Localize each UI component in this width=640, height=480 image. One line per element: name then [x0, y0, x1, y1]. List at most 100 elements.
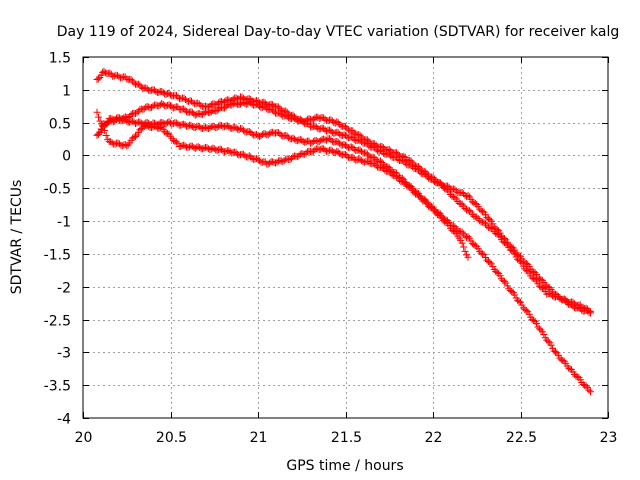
data-point [305, 115, 313, 123]
data-point [293, 137, 301, 145]
data-point [371, 140, 379, 148]
y-tick-label: -0.5 [44, 182, 71, 198]
x-tick-label: 22.5 [506, 430, 537, 446]
data-point [414, 163, 422, 171]
data-point [276, 109, 284, 117]
y-tick-label: -4 [57, 412, 71, 428]
data-point [573, 301, 581, 309]
data-point [302, 138, 310, 146]
data-point [336, 150, 344, 158]
data-point [155, 120, 163, 128]
data-point [458, 228, 466, 236]
data-point [579, 381, 587, 389]
data-point [244, 100, 252, 108]
data-point [150, 119, 158, 127]
data-point [269, 106, 277, 114]
data-point [468, 239, 476, 247]
data-point [518, 259, 526, 267]
x-axis-label: GPS time / hours [286, 458, 403, 474]
data-point [129, 134, 137, 142]
data-point [502, 239, 510, 247]
data-point [106, 69, 114, 77]
data-point [464, 233, 472, 241]
data-point [530, 316, 538, 324]
data-point [429, 173, 437, 181]
data-point [199, 145, 207, 153]
data-point [451, 185, 459, 193]
x-tick-label: 21.5 [331, 430, 362, 446]
y-tick-label: -2.5 [44, 314, 71, 330]
data-point [191, 111, 199, 119]
data-point [439, 183, 447, 191]
data-point [493, 268, 501, 276]
data-point [533, 319, 541, 327]
data-point [177, 142, 185, 150]
data-point [102, 131, 110, 139]
data-point [458, 239, 466, 247]
data-point [172, 138, 180, 146]
data-point [96, 129, 104, 137]
data-point [425, 201, 433, 209]
data-point [350, 145, 358, 153]
data-point [334, 138, 342, 146]
data-point [417, 166, 425, 174]
data-point [522, 306, 530, 314]
data-point [182, 95, 189, 103]
data-point [464, 191, 472, 199]
data-point [511, 250, 519, 258]
y-tick-label: -3.5 [44, 379, 71, 395]
data-point [585, 307, 593, 315]
data-point [410, 161, 418, 169]
data-point [470, 241, 478, 249]
data-point [538, 328, 546, 336]
plot-frame [82, 56, 609, 419]
y-tick-label: -3 [57, 346, 71, 362]
data-point [365, 158, 373, 166]
data-point [448, 192, 456, 200]
data-points [93, 67, 594, 396]
data-point [169, 137, 177, 145]
data-point [358, 148, 366, 156]
data-point [255, 157, 263, 165]
y-tick-label: -1.5 [44, 248, 71, 264]
data-point [238, 125, 246, 133]
data-point [209, 144, 217, 152]
data-point [255, 102, 263, 110]
data-point [334, 148, 342, 156]
data-point [277, 111, 285, 119]
data-point [477, 249, 485, 257]
data-point [515, 297, 523, 305]
data-point [400, 152, 408, 160]
data-point [266, 130, 274, 138]
y-tick-label: -2 [57, 281, 71, 297]
data-point [124, 114, 132, 122]
y-axis-label: SDTVAR / TECUs [9, 180, 25, 295]
data-point [269, 158, 277, 166]
data-point [174, 93, 182, 101]
y-tick-label: 0.5 [49, 117, 71, 133]
data-point [127, 111, 135, 119]
data-point [538, 284, 546, 292]
data-point [487, 224, 495, 232]
data-point [384, 163, 392, 171]
data-point [503, 282, 511, 290]
data-point [428, 202, 436, 210]
data-point [439, 214, 447, 222]
data-point [573, 373, 581, 381]
data-point [499, 238, 507, 246]
data-point [486, 258, 494, 266]
data-point [95, 113, 103, 121]
data-point [569, 298, 577, 306]
chart-grid [83, 57, 608, 418]
data-point [565, 364, 573, 372]
data-point [391, 169, 399, 177]
data-point [258, 103, 266, 111]
data-point [98, 126, 106, 134]
data-point [587, 388, 594, 396]
data-point [321, 115, 329, 123]
data-point [218, 103, 226, 111]
data-point [134, 80, 142, 88]
x-tick-label: 20 [75, 430, 93, 446]
data-point [196, 110, 204, 118]
